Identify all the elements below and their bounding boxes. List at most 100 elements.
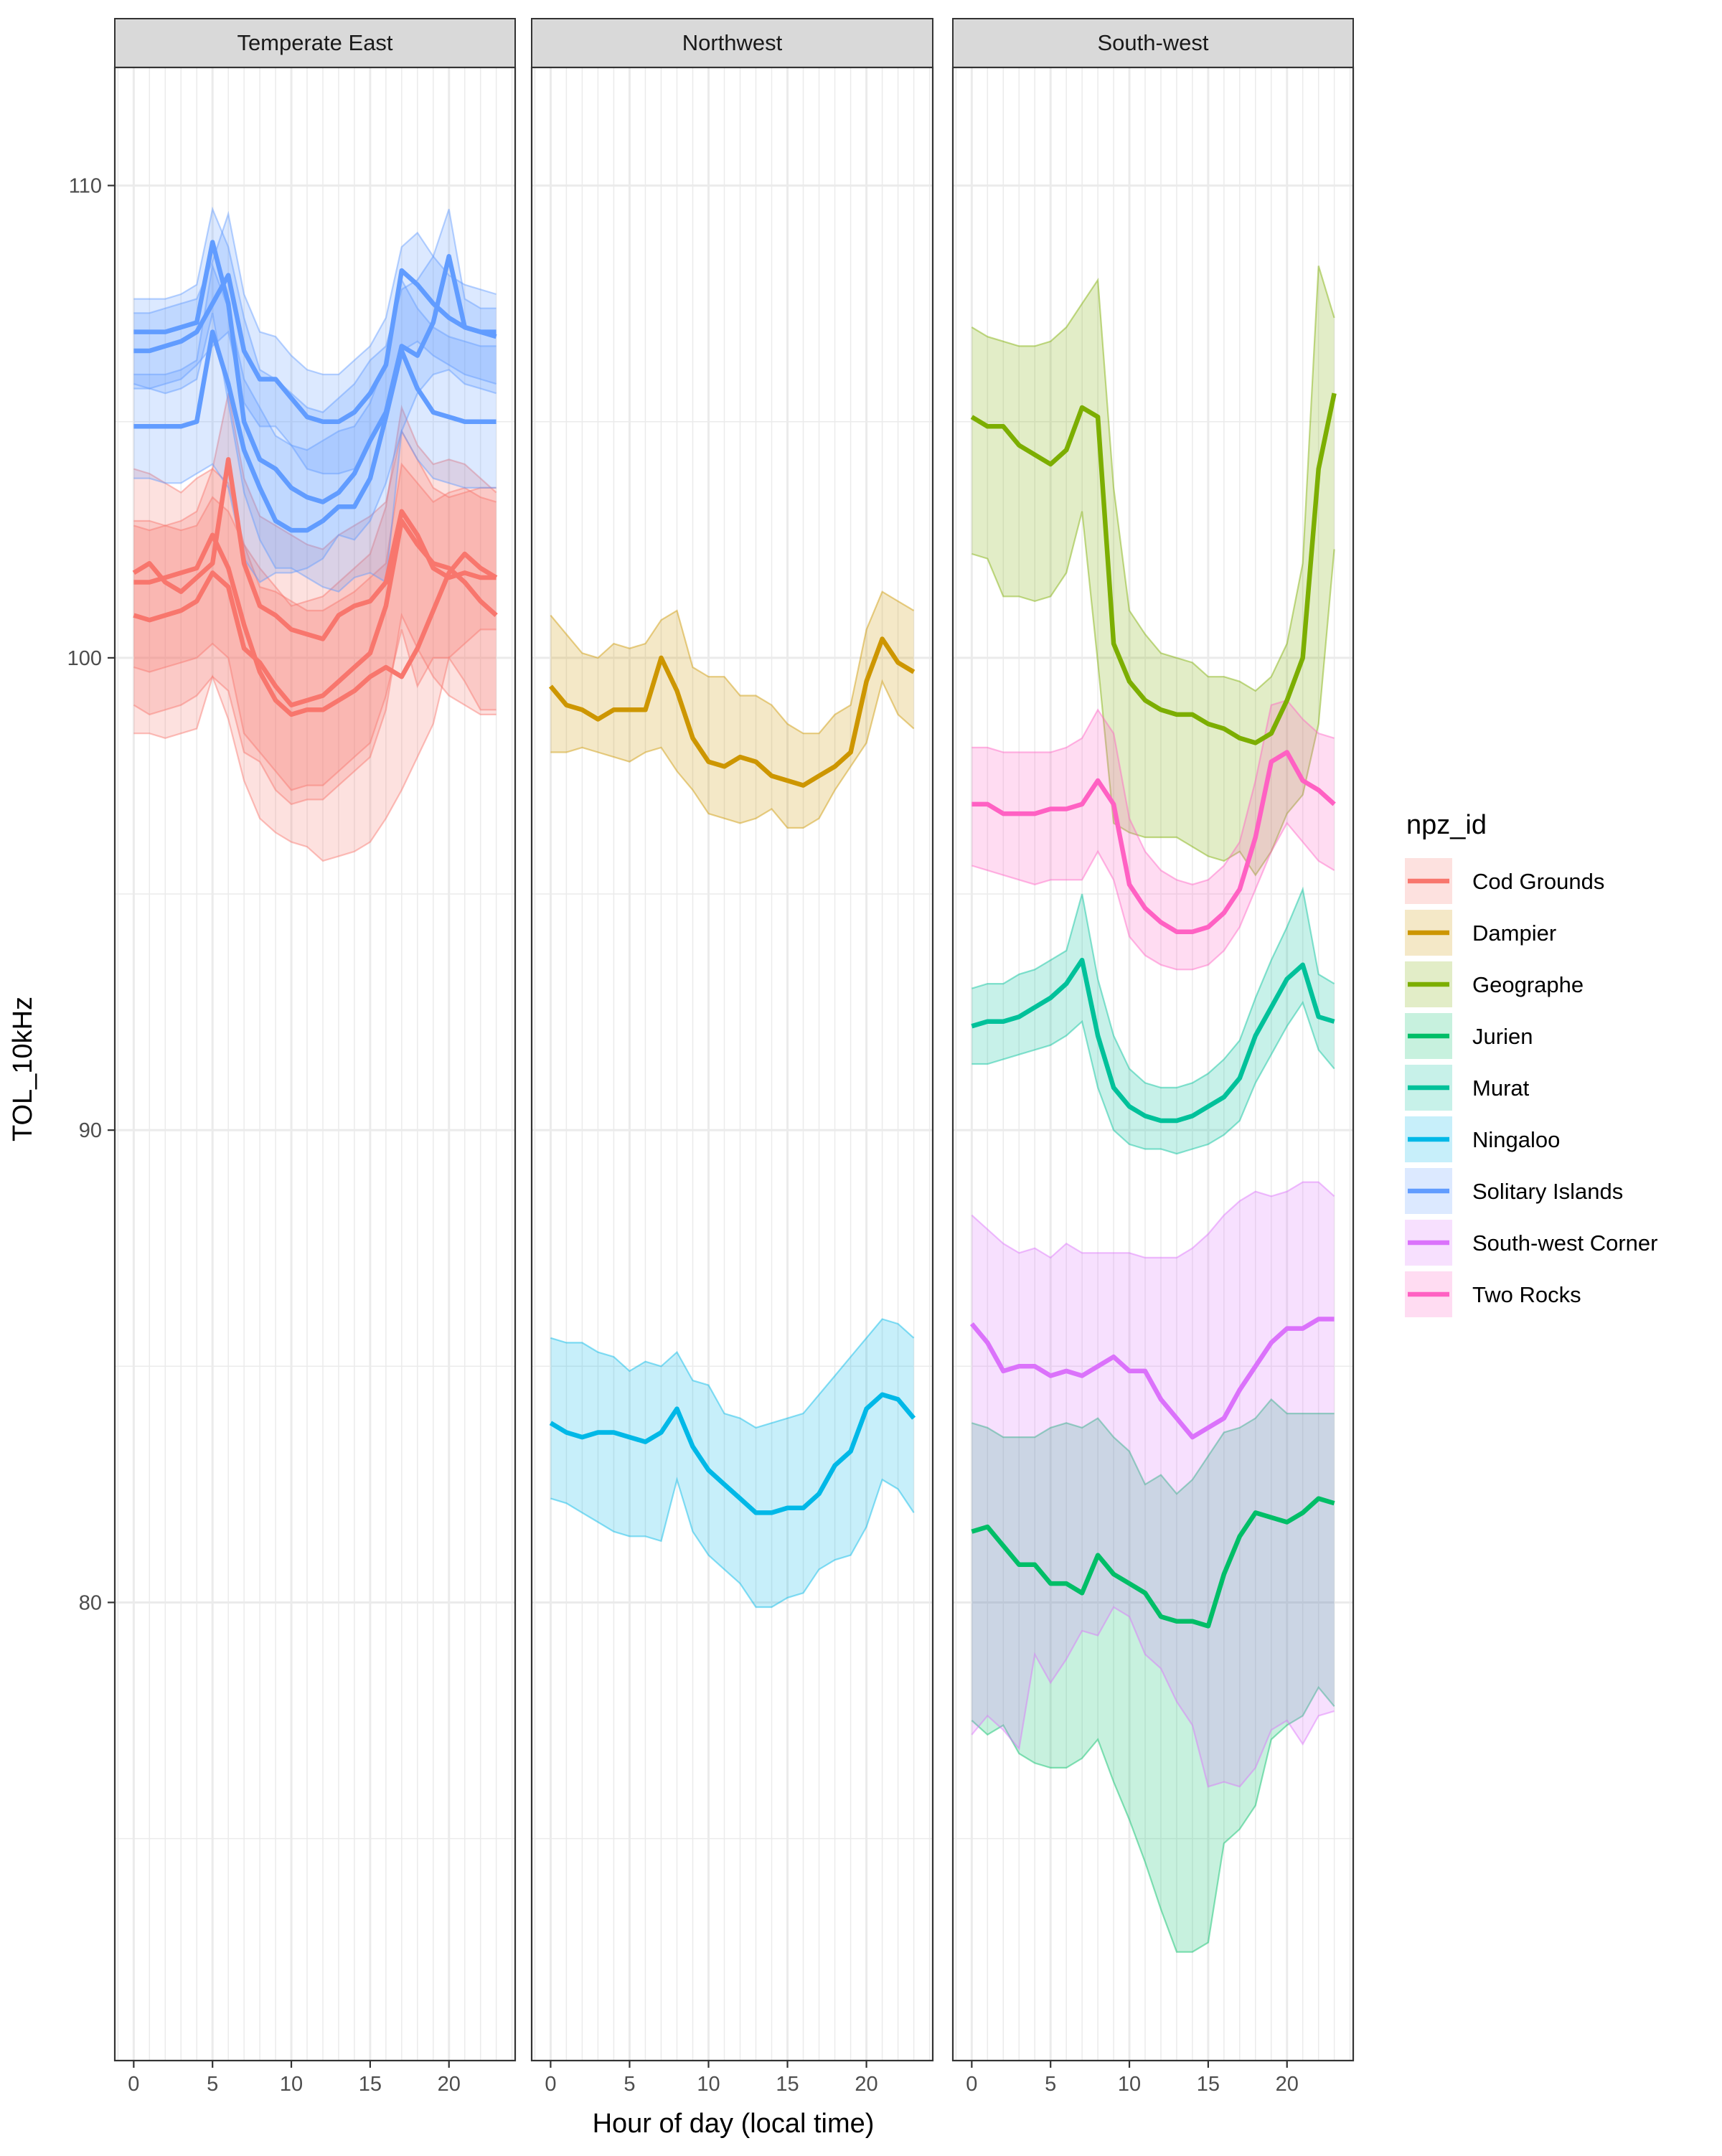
x-tick-label: 15 <box>359 2073 382 2096</box>
gridlines <box>115 67 515 2061</box>
ribbon-edge-dampier <box>550 590 915 735</box>
legend-item-two-rocks: Two Rocks <box>1405 1271 1581 1317</box>
facet-strip <box>952 18 1354 68</box>
ribbon-edge-ningaloo <box>550 1318 915 1429</box>
legend-item-dampier: Dampier <box>1405 910 1556 956</box>
x-tick-label: 5 <box>207 2073 218 2096</box>
legend-label: Murat <box>1472 1075 1530 1101</box>
ribbon-jurien <box>971 1399 1335 1952</box>
x-tick-label: 10 <box>280 2073 303 2096</box>
series-line-jurien <box>971 1496 1335 1629</box>
x-tick-label: 15 <box>1197 2073 1220 2096</box>
x-axis-ticks: 0 5 10 15 20 <box>128 2061 461 2096</box>
ribbon-ningaloo <box>550 1319 914 1607</box>
legend-label: Jurien <box>1472 1024 1533 1049</box>
ribbon-edge-two-rocks <box>971 699 1335 885</box>
facet-label: South-west <box>1097 30 1208 55</box>
series-line-two-rocks <box>971 750 1336 934</box>
ribbon-two-rocks <box>971 700 1335 970</box>
x-tick-label: 5 <box>624 2073 635 2096</box>
ribbon-edge-cod-grounds <box>133 405 497 607</box>
ribbon-edge-solitary-islands <box>133 210 497 375</box>
ribbon-solitary-islands <box>133 265 497 583</box>
ribbon-edge-solitary-islands <box>133 429 497 583</box>
series-line-solitary-islands <box>133 329 497 533</box>
ribbon-edge-geographe <box>971 265 1335 692</box>
x-axis-title: Hour of day (local time) <box>593 2109 875 2139</box>
ribbon-edge-two-rocks <box>971 822 1335 971</box>
ribbon-edge-cod-grounds <box>133 629 497 791</box>
ribbon-south-west-corner <box>971 1182 1335 1787</box>
series-line-geographe <box>970 392 1337 745</box>
series-line-cod-grounds <box>132 457 497 641</box>
series-line-solitary-islands <box>133 268 497 424</box>
ribbon-edge-solitary-islands <box>133 330 497 475</box>
series-group <box>548 590 916 1609</box>
ribbon-cod-grounds <box>133 408 497 804</box>
panel-south-west: South-west 0 5 10 15 20 <box>951 18 1355 2096</box>
ribbon-edge-cod-grounds <box>133 656 497 862</box>
legend-item-cod-grounds: Cod Grounds <box>1405 858 1604 904</box>
gridlines <box>953 67 1353 2061</box>
x-tick-label: 5 <box>1045 2073 1056 2096</box>
x-tick-label: 0 <box>966 2073 977 2096</box>
ribbon-edge-solitary-islands <box>133 263 497 451</box>
legend-label: Dampier <box>1472 921 1556 946</box>
ribbon-edge-cod-grounds <box>133 392 497 550</box>
legend-item-solitary-islands: Solitary Islands <box>1405 1168 1623 1214</box>
ribbon-edge-south-west-corner <box>971 1606 1335 1788</box>
x-tick-label: 0 <box>128 2073 139 2096</box>
panel-temperate-east: Temperate East 0 5 10 15 20 <box>113 18 517 2096</box>
legend: npz_id Cod Grounds Dampier Geographe Jurien… <box>1405 810 1657 1317</box>
series-line-dampier <box>548 636 916 788</box>
x-tick-label: 20 <box>438 2073 461 2096</box>
x-axis-ticks: 0 5 10 15 20 <box>545 2061 878 2096</box>
ribbon-edge-jurien <box>971 1685 1335 1953</box>
panel-border <box>530 66 934 2062</box>
ribbon-edge-jurien <box>971 1398 1335 1495</box>
x-tick-label: 10 <box>1118 2073 1141 2096</box>
y-tick-label: 100 <box>67 647 102 670</box>
ribbon-edge-south-west-corner <box>971 1181 1335 1259</box>
gridlines <box>532 67 933 2061</box>
ribbon-solitary-islands <box>133 209 497 592</box>
x-axis-ticks: 0 5 10 15 20 <box>966 2061 1299 2096</box>
ribbon-murat <box>971 889 1335 1154</box>
y-tick-label: 80 <box>79 1591 102 1614</box>
series-line-solitary-islands <box>133 240 497 504</box>
ribbon-edge-solitary-islands <box>133 206 497 413</box>
ribbon-edge-geographe <box>971 511 1335 877</box>
series-line-ningaloo <box>549 1392 916 1515</box>
x-tick-label: 10 <box>697 2073 720 2096</box>
legend-label: Ningaloo <box>1472 1127 1560 1152</box>
legend-title: npz_id <box>1406 810 1487 840</box>
facet-label: Temperate East <box>237 30 392 55</box>
y-tick-label: 90 <box>79 1119 102 1142</box>
ribbon-edge-murat <box>971 886 1335 1088</box>
series-line-murat <box>971 957 1335 1124</box>
x-tick-label: 0 <box>545 2073 556 2096</box>
x-tick-label: 15 <box>776 2073 799 2096</box>
panel-northwest: Northwest 0 5 10 15 20 <box>530 18 934 2096</box>
legend-item-ningaloo: Ningaloo <box>1405 1116 1560 1162</box>
x-tick-label: 20 <box>1276 2073 1299 2096</box>
legend-label: Two Rocks <box>1472 1282 1581 1307</box>
legend-label: Cod Grounds <box>1472 869 1604 894</box>
ribbon-edge-cod-grounds <box>133 612 497 806</box>
ribbon-edge-dampier <box>550 679 915 829</box>
x-tick-label: 20 <box>855 2073 878 2096</box>
y-tick-label: 110 <box>69 175 102 198</box>
panel-border <box>113 66 517 2062</box>
facet-strip <box>114 18 516 68</box>
legend-item-murat: Murat <box>1405 1065 1530 1111</box>
ribbon-edge-ningaloo <box>550 1477 915 1609</box>
ribbon-edge-cod-grounds <box>133 462 497 612</box>
panel-border <box>951 66 1355 2062</box>
legend-item-jurien: Jurien <box>1405 1013 1533 1059</box>
legend-label: South-west Corner <box>1472 1230 1657 1256</box>
ribbon-geographe <box>971 265 1335 875</box>
legend-label: Geographe <box>1472 972 1584 997</box>
